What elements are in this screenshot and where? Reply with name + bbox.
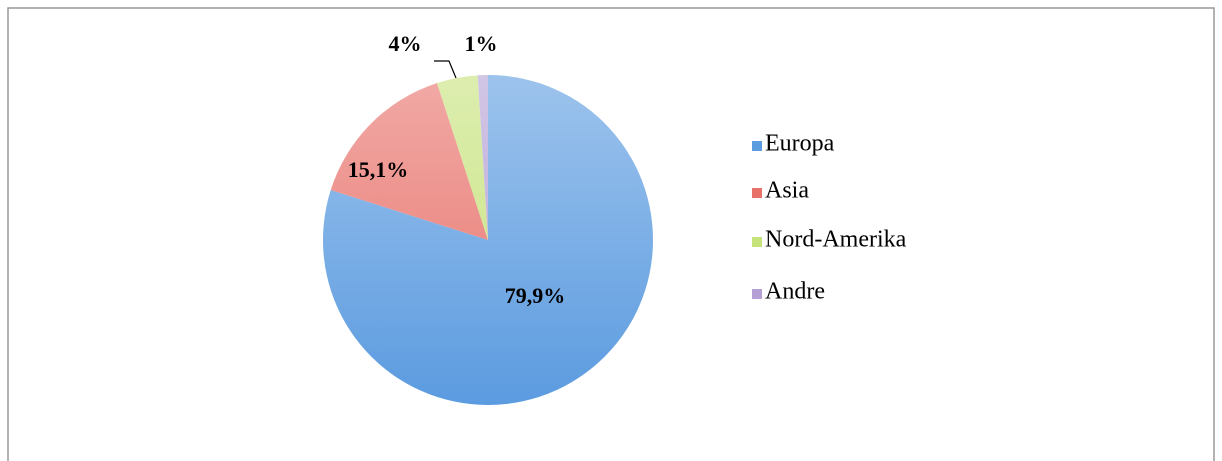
legend-swatch — [752, 289, 762, 299]
leader-line — [434, 60, 457, 79]
legend-swatch — [752, 188, 762, 198]
data-label: 79,9% — [505, 283, 566, 308]
data-label: 15,1% — [348, 157, 409, 182]
legend-swatch — [752, 237, 762, 247]
legend-label: Andre — [765, 279, 825, 305]
legend-label: Nord-Amerika — [765, 227, 907, 253]
legend-swatch — [752, 141, 762, 151]
chart-frame — [7, 7, 1215, 461]
data-label: 4% — [389, 31, 422, 56]
legend-label: Asia — [765, 178, 809, 204]
data-label: 1% — [465, 31, 498, 56]
legend-label: Europa — [765, 131, 835, 157]
